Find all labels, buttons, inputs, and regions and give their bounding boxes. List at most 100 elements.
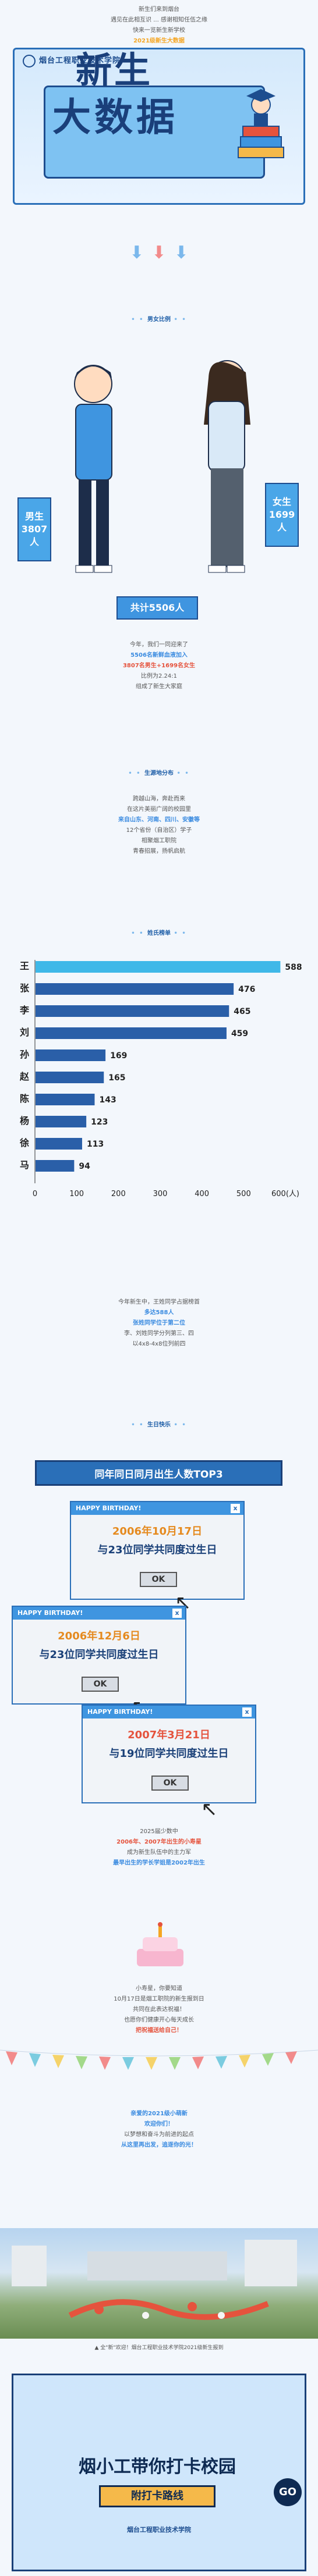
section-label-birthday: • • 生日快乐 • •	[131, 1422, 187, 1428]
data-label: 465	[234, 1007, 250, 1016]
category-label: 张	[20, 983, 30, 994]
campus-photo-art	[12, 2240, 297, 2320]
birthday-desc: 与19位同学共同度过生日	[109, 1748, 229, 1760]
bar	[36, 983, 234, 995]
footer-title: 烟小工带你打卡校园	[79, 2457, 236, 2477]
tick-label: 200	[111, 1190, 126, 1198]
category-label: 徐	[19, 1137, 29, 1148]
data-label: 143	[99, 1095, 116, 1105]
ok-button[interactable]: OK	[151, 1776, 189, 1791]
hero-banner: 烟台工程职业技术学院	[13, 48, 305, 205]
bar	[36, 1049, 106, 1061]
total-count-badge: 共计5506人	[116, 596, 198, 620]
section-label-surname: • • 姓氏榜单 • •	[131, 930, 187, 937]
bunting-decoration	[0, 2050, 318, 2070]
checkin-route-button[interactable]: 附打卡路线	[99, 2485, 215, 2507]
data-label: 476	[238, 985, 255, 994]
male-count-card: 男生 3807人	[17, 497, 51, 561]
data-label: 169	[110, 1051, 127, 1061]
intro-line: 2021级新生大数据	[133, 38, 185, 44]
birthday-date: 2007年3月21日	[128, 1729, 210, 1741]
ok-button[interactable]: OK	[140, 1572, 177, 1587]
bar	[36, 1160, 75, 1172]
intro-line: 遇见在此相互识 ... 感谢相知任伍之缘	[111, 17, 207, 23]
bar	[36, 1027, 227, 1039]
data-label: 459	[231, 1029, 248, 1038]
birthday-date: 2006年12月6日	[58, 1630, 140, 1642]
birthday-date: 2006年10月17日	[112, 1525, 203, 1538]
female-count: 1699人	[268, 509, 295, 533]
students-illustration	[74, 360, 250, 573]
category-label: 李	[19, 1005, 30, 1016]
go-badge[interactable]: GO	[274, 2478, 302, 2506]
tick-label: 600(人)	[271, 1190, 299, 1198]
intro-line: 新生们来到烟台	[139, 6, 179, 13]
data-label: 165	[108, 1073, 125, 1083]
category-label: 刘	[20, 1027, 29, 1038]
data-label: 94	[79, 1162, 90, 1171]
section-label-origin: • • 生源地分布 • •	[128, 770, 190, 777]
tick-label: 300	[153, 1190, 168, 1198]
tick-label: 100	[69, 1190, 84, 1198]
category-label: 杨	[20, 1115, 29, 1126]
tick-label: 0	[33, 1190, 37, 1198]
school-seal-icon	[23, 54, 36, 67]
birthday-popup-2: HAPPY BIRTHDAY! x 2006年12月6日 与23位同学共同度过生日…	[12, 1606, 186, 1705]
arrow-down-icon: ⬇	[129, 243, 144, 263]
birthday-text-2: 小寿星，你要知道 10月17日是烟工职院的新生报到日 共同在此表达祝福！ 也愿你…	[114, 1986, 204, 2034]
close-icon[interactable]: x	[231, 1504, 240, 1513]
birthday-top3-title: 同年同日同月出生人数TOP3	[35, 1460, 282, 1486]
intro-block: 新生们来到烟台 遇见在此相互识 ... 感谢相知任伍之缘 快来一览新生新学校 2…	[0, 0, 318, 47]
male-label: 男生	[24, 511, 44, 522]
footer-card	[12, 2374, 306, 2571]
ok-button[interactable]: OK	[82, 1677, 119, 1692]
closing-text: 亲爱的2021级小萌新 欢迎你们！ 以梦想和奋斗为前进的起点 从这里再出发，追逐…	[121, 2111, 197, 2148]
campus-photo	[0, 2228, 318, 2339]
category-label: 陈	[20, 1093, 29, 1104]
section-label-gender: • • 男女比例 • •	[131, 316, 187, 323]
banner-title-box	[44, 86, 265, 179]
category-label: 赵	[19, 1071, 30, 1082]
banner-title-line2: 大数据	[52, 95, 178, 140]
bar	[36, 1072, 104, 1083]
intro-line: 快来一览新生新学校	[133, 27, 185, 34]
arrow-down-icon: ⬇	[174, 243, 189, 263]
scroll-down-arrows: ⬇ ⬇ ⬇	[0, 244, 318, 262]
origin-text: 跨越山海，奔赴而来 在这片美丽广阔的校园里 来自山东、河南、四川、安徽等 12个…	[118, 796, 200, 855]
school-logo: 烟台工程职业技术学院	[23, 54, 121, 67]
bar	[36, 1005, 229, 1017]
bar	[36, 1138, 82, 1150]
books-graduate-icon	[238, 89, 284, 158]
birthday-popup-1: HAPPY BIRTHDAY! x 2006年10月17日 与23位同学共同度过生…	[70, 1501, 245, 1600]
arrow-down-icon: ⬇	[151, 243, 167, 263]
gender-text: 今年，我们一同迎来了 5506名新鲜血液加入 3807名男生+1699名女生 比…	[122, 642, 196, 690]
birthday-text-1: 2025届少数中 2006年、2007年出生的小寿星 成为新生队伍中的主力军 最…	[113, 1828, 205, 1866]
bar	[36, 1094, 95, 1105]
surname-text: 今年新生中，王姓同学占据榜首 多达588人 张姓同学位于第二位 李、刘姓同学分列…	[118, 1299, 200, 1347]
banner-title-line1: 新生	[76, 49, 153, 91]
birthday-desc: 与23位同学共同度过生日	[97, 1544, 217, 1556]
close-icon[interactable]: x	[172, 1609, 182, 1618]
bar	[36, 1116, 87, 1127]
birthday-cake-icon	[137, 1922, 183, 1966]
footer-school-logo: 烟台工程职业技术学院	[127, 2526, 191, 2534]
female-count-card: 女生 1699人	[265, 483, 299, 547]
category-label: 孙	[20, 1049, 29, 1060]
data-label: 123	[91, 1118, 108, 1127]
female-label: 女生	[272, 496, 291, 507]
data-label: 113	[87, 1140, 104, 1149]
bar	[36, 961, 281, 973]
photo-caption: ▲ 全"新"欢迎！烟台工程职业技术学院2021级新生报到	[94, 2345, 224, 2351]
tick-label: 500	[236, 1190, 251, 1198]
birthday-popup-3: HAPPY BIRTHDAY! x 2007年3月21日 与19位同学共同度过生日…	[82, 1705, 256, 1803]
data-label: 588	[285, 963, 302, 972]
category-label: 王	[20, 960, 29, 972]
cursor-icon: ↖	[201, 1798, 218, 1821]
close-icon[interactable]: x	[242, 1707, 252, 1717]
male-count: 3807人	[21, 524, 48, 547]
category-label: 马	[20, 1159, 29, 1170]
birthday-desc: 与23位同学共同度过生日	[39, 1649, 159, 1661]
tick-label: 400	[195, 1190, 209, 1198]
surname-bar-chart: 王 588 张 476 李 465 刘 459 孙 169 赵 165 陈 143 杨 123 徐 113 马 94 0…	[19, 960, 302, 1198]
